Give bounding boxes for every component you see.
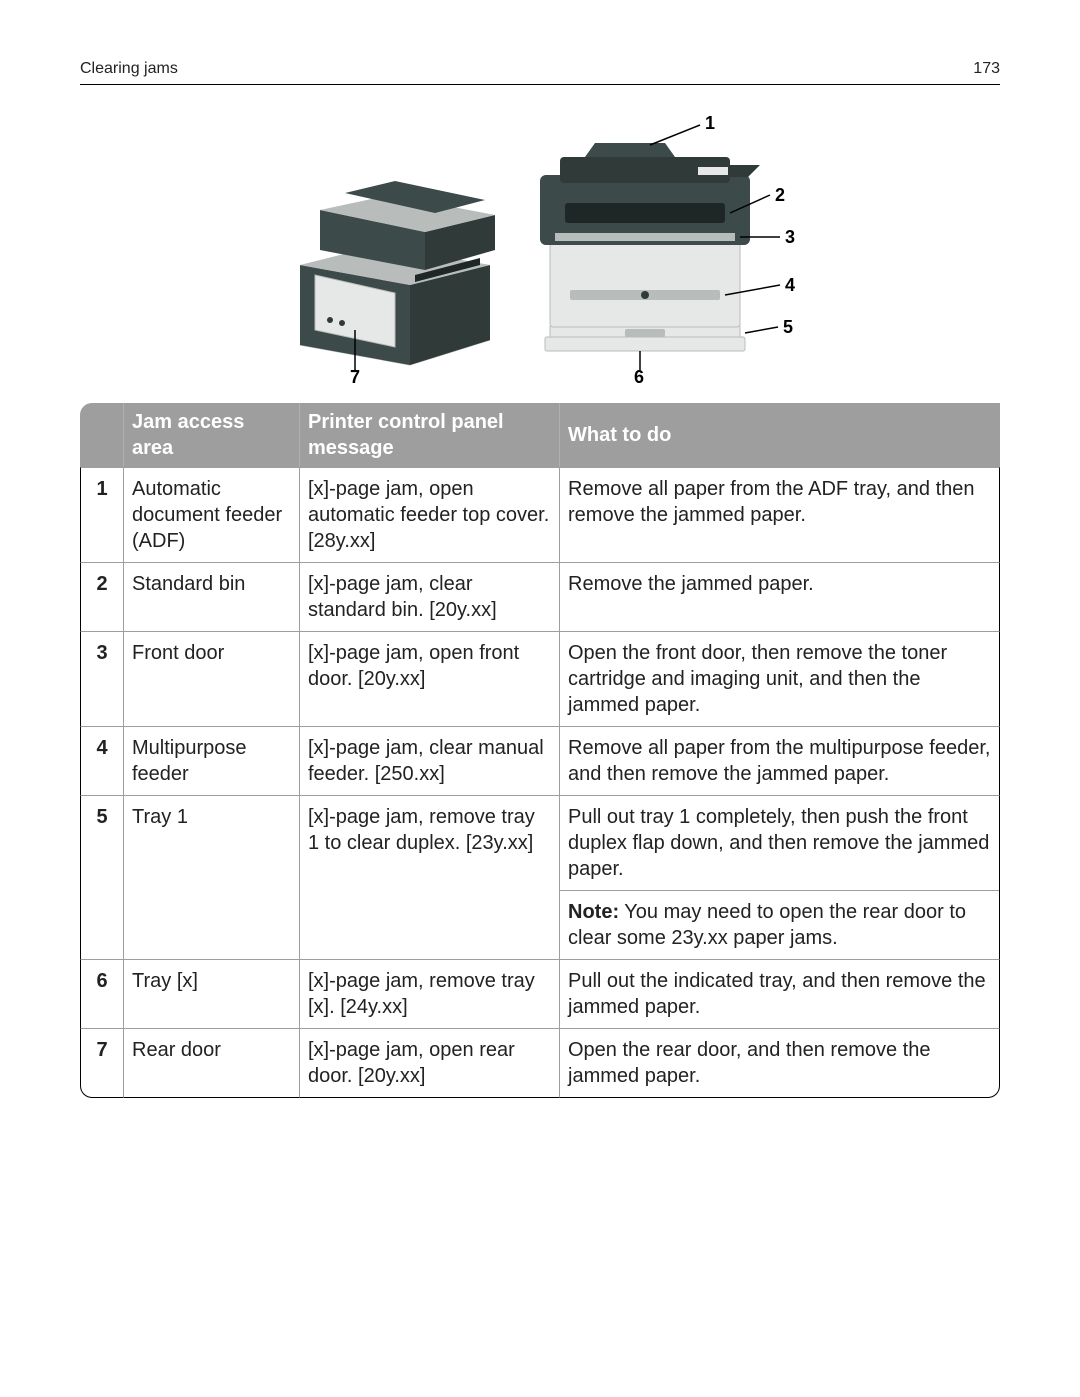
row-index: 4 [80, 726, 124, 795]
row-message: [x]-page jam, open front door. [20y.xx] [300, 631, 560, 726]
row-index: 3 [80, 631, 124, 726]
table-row: 2 Standard bin [x]-page jam, clear stand… [80, 562, 1000, 631]
row-area: Standard bin [124, 562, 300, 631]
row-todo: Open the front door, then remove the ton… [560, 631, 1000, 726]
row-todo: Remove all paper from the ADF tray, and … [560, 467, 1000, 562]
row-todo: Remove the jammed paper. [560, 562, 1000, 631]
row-index: 1 [80, 467, 124, 562]
page-number: 173 [973, 60, 1000, 78]
row-message: [x]-page jam, remove tray [x]. [24y.xx] [300, 959, 560, 1028]
row-area: Automatic document feeder (ADF) [124, 467, 300, 562]
row-todo: Remove all paper from the multipurpose f… [560, 726, 1000, 795]
svg-text:4: 4 [785, 275, 795, 295]
section-title: Clearing jams [80, 60, 178, 78]
jam-table: Jam access area Printer control panel me… [80, 403, 1000, 1098]
col-header-message: Printer control panel message [300, 403, 560, 467]
row-area: Front door [124, 631, 300, 726]
row-todo: Pull out tray 1 completely, then push th… [560, 795, 1000, 959]
page-header: Clearing jams 173 [80, 60, 1000, 85]
jam-table-header: Jam access area Printer control panel me… [80, 403, 1000, 467]
row-todo: Pull out the indicated tray, and then re… [560, 959, 1000, 1028]
row-message: [x]-page jam, open rear door. [20y.xx] [300, 1028, 560, 1098]
svg-text:3: 3 [785, 227, 795, 247]
svg-text:6: 6 [634, 367, 644, 385]
svg-text:5: 5 [783, 317, 793, 337]
row-message: [x]-page jam, remove tray 1 to clear dup… [300, 795, 560, 959]
row-index: 6 [80, 959, 124, 1028]
table-row: 4 Multipurpose feeder [x]-page jam, clea… [80, 726, 1000, 795]
row-todo: Open the rear door, and then remove the … [560, 1028, 1000, 1098]
row-index: 5 [80, 795, 124, 959]
row-area: Multipurpose feeder [124, 726, 300, 795]
row-index: 7 [80, 1028, 124, 1098]
table-row: 1 Automatic document feeder (ADF) [x]-pa… [80, 467, 1000, 562]
row-note: Note: You may need to open the rear door… [560, 890, 999, 959]
row-message: [x]-page jam, clear standard bin. [20y.x… [300, 562, 560, 631]
row-index: 2 [80, 562, 124, 631]
row-area: Tray 1 [124, 795, 300, 959]
col-header-area: Jam access area [124, 403, 300, 467]
row-message: [x]-page jam, clear manual feeder. [250.… [300, 726, 560, 795]
svg-text:7: 7 [350, 367, 360, 385]
table-row: 6 Tray [x] [x]-page jam, remove tray [x]… [80, 959, 1000, 1028]
printer-diagram: 1 2 3 4 5 6 7 [80, 115, 1000, 385]
col-header-index [80, 403, 124, 467]
col-header-todo: What to do [560, 403, 1000, 467]
svg-text:1: 1 [705, 115, 715, 133]
row-message: [x]-page jam, open automatic feeder top … [300, 467, 560, 562]
table-row: 5 Tray 1 [x]-page jam, remove tray 1 to … [80, 795, 1000, 959]
table-row: 3 Front door [x]-page jam, open front do… [80, 631, 1000, 726]
row-area: Tray [x] [124, 959, 300, 1028]
table-row: 7 Rear door [x]-page jam, open rear door… [80, 1028, 1000, 1098]
svg-text:2: 2 [775, 185, 785, 205]
row-area: Rear door [124, 1028, 300, 1098]
